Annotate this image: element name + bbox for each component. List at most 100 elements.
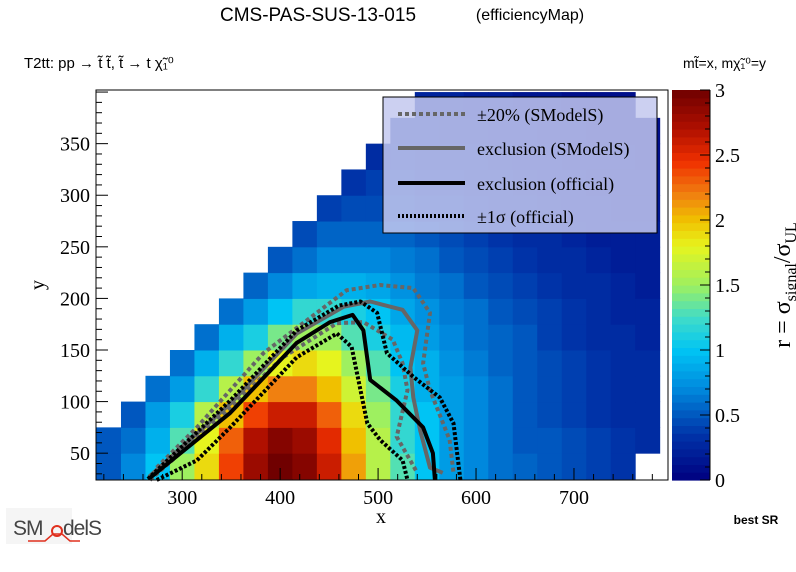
color-scale-band [672, 144, 710, 153]
heatmap-cell [341, 427, 367, 454]
color-scale-band [672, 409, 710, 419]
heatmap-cell [316, 401, 342, 428]
contour-black-solid [148, 312, 437, 481]
heatmap-cell [610, 350, 636, 377]
heatmap-cell [439, 324, 465, 351]
heatmap-cell [292, 375, 318, 403]
heatmap-cell [365, 401, 391, 428]
color-scale-band [672, 246, 710, 255]
legend-label: exclusion (official) [477, 174, 614, 195]
heatmap-cell [145, 427, 171, 454]
heatmap-cell [414, 350, 440, 377]
heatmap-cell [243, 298, 269, 325]
color-scale-band [672, 207, 710, 216]
color-scale-band [672, 464, 710, 473]
heatmap-cell [316, 195, 342, 222]
heatmap-cell [365, 427, 391, 454]
color-scale-band [672, 308, 710, 317]
heatmap-cell [537, 272, 563, 299]
heatmap-cell [537, 453, 563, 480]
x-tick-label: 600 [461, 487, 491, 509]
heatmap-cell [218, 324, 244, 351]
color-scale-band [672, 363, 710, 372]
heatmap-cell [120, 401, 146, 428]
heatmap-cell [267, 246, 293, 274]
svg-text:delS: delS [63, 517, 102, 540]
color-scale-band [672, 456, 710, 465]
heatmap-cell [341, 453, 367, 480]
color-scale-band [672, 448, 710, 458]
heatmap-cell [439, 298, 465, 325]
best-sr-label: best SR [734, 513, 779, 527]
heatmap-cell [586, 401, 612, 428]
color-scale-band [672, 417, 710, 426]
x-tick-label: 400 [265, 487, 295, 509]
chart-subtitle: (efficiencyMap) [476, 7, 584, 24]
heatmap-cell [96, 453, 122, 480]
x-tick-label: 500 [363, 487, 393, 509]
heatmap-cell [561, 350, 587, 377]
heatmap-cell [316, 375, 342, 403]
color-scale-band [672, 90, 710, 99]
heatmap-cell [512, 272, 538, 299]
heatmap-cell [218, 350, 244, 377]
legend-label: exclusion (SModelS) [477, 139, 630, 160]
heatmap-cell [292, 453, 318, 480]
heatmap-cell [463, 427, 489, 454]
y-tick-label: 300 [60, 185, 90, 207]
x-tick-label: 300 [167, 487, 197, 509]
heatmap-cell [537, 246, 563, 274]
color-scale-band [672, 300, 710, 309]
z-tick-label: 0 [715, 470, 725, 492]
heatmap-cell [488, 324, 514, 351]
contour-lines [146, 283, 463, 482]
heatmap-cell [218, 298, 244, 325]
heatmap-cell [194, 375, 220, 403]
heatmap-cell [267, 427, 293, 454]
heatmap-cell [635, 272, 661, 299]
heatmap-cell [316, 246, 342, 274]
heatmap-cell [488, 375, 514, 403]
heatmap-cell [488, 350, 514, 377]
heatmap-cell [586, 427, 612, 454]
heatmap-cell [537, 401, 563, 428]
heatmap-cell [316, 350, 342, 377]
heatmap-cell [169, 375, 195, 403]
heatmap-cell [561, 401, 587, 428]
heatmap-cell [292, 246, 318, 274]
heatmap-cell [610, 427, 636, 454]
heatmap-cell [292, 427, 318, 454]
y-tick-label: 50 [70, 443, 90, 465]
heatmap-cell [243, 324, 269, 351]
color-scale-band [672, 214, 710, 224]
heatmap-cell [267, 272, 293, 299]
color-scale-band [672, 316, 710, 325]
color-scale-band [672, 261, 710, 270]
color-scale-band [672, 386, 710, 395]
heatmap-cell [169, 350, 195, 377]
color-scale-band [672, 277, 710, 286]
heatmap-cell [561, 324, 587, 351]
heatmap-cell [463, 375, 489, 403]
heatmap-cell [243, 401, 269, 428]
plot-frame [95, 89, 669, 481]
z-axis-label: r = σsignal/σUL [770, 222, 796, 348]
color-scale-band [672, 292, 710, 302]
color-scale-band [672, 238, 710, 247]
heatmap-cell [586, 246, 612, 274]
heatmap-cell [488, 401, 514, 428]
color-scale-band [672, 324, 710, 333]
y-tick-label: 250 [60, 237, 90, 259]
heatmap-cell [635, 427, 661, 454]
heatmap-cell [341, 246, 367, 274]
heatmap-cell [145, 375, 171, 403]
heatmap-cell [439, 375, 465, 403]
heatmap-cell [561, 375, 587, 403]
heatmap-cell [488, 272, 514, 299]
heatmap-cell [512, 427, 538, 454]
contour-gray-solid [147, 299, 444, 479]
contour-black-dotted [155, 331, 410, 482]
heatmap-cell [463, 401, 489, 428]
mass-definition-label: mt̃=x, mχ̃₁⁰=y [683, 55, 766, 71]
heatmap-cell [243, 272, 269, 299]
